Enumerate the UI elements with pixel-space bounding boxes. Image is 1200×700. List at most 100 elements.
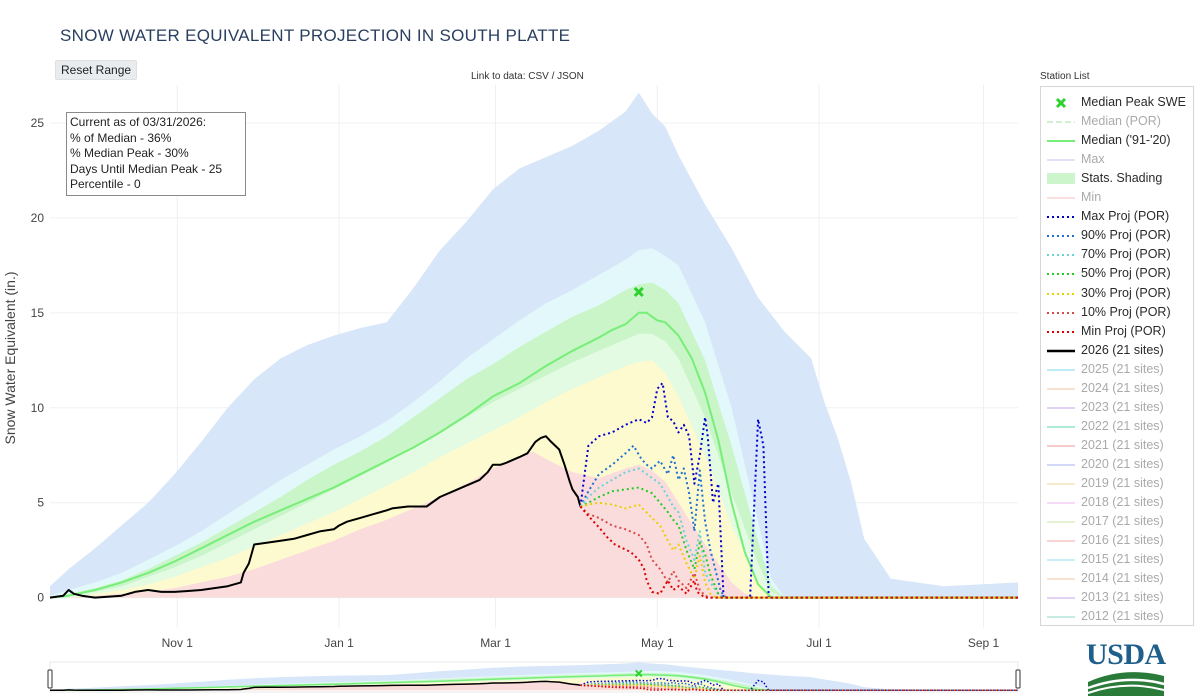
axes: Nov 1 Jan 1 Mar 1 May 1 Jul 1 Sep 1 0 5 10 15 20 25 (31, 116, 1000, 650)
range-slider-series (49, 680, 581, 692)
legend-label: Median Peak SWE (1081, 95, 1186, 109)
legend-item[interactable]: 70% Proj (POR) (1041, 245, 1193, 264)
range-slider-peak-marker (635, 669, 643, 678)
legend-label: 2019 (21 sites) (1081, 476, 1164, 490)
series-30-proj-por (580, 501, 1018, 599)
legend-swatch (1047, 140, 1075, 143)
legend-item[interactable]: Max Proj (POR) (1041, 207, 1193, 226)
legend-item[interactable]: 2019 (21 sites) (1041, 474, 1193, 493)
range-slider-series (580, 683, 1018, 692)
legend-label: 2022 (21 sites) (1081, 418, 1164, 433)
legend-title: Station List (1040, 71, 1090, 82)
legend-item[interactable]: 2020 (21 sites) (1041, 455, 1193, 474)
legend-item[interactable]: Min Proj (POR) (1041, 322, 1193, 341)
legend-item[interactable]: Median ('91-'20) (1041, 131, 1193, 150)
legend-item[interactable]: 2012 (21 sites) (1041, 607, 1193, 626)
series-max-proj-por (579, 382, 1018, 599)
legend-label: 50% Proj (POR) (1081, 266, 1171, 281)
series-70-proj-por (579, 467, 1018, 599)
legend-item[interactable]: 2016 (21 sites) (1041, 531, 1193, 550)
legend-swatch (1047, 444, 1075, 447)
info-line-percentile: Percentile - 0 (70, 177, 141, 191)
y-tick-label: 0 (37, 591, 44, 605)
legend-swatch (1047, 483, 1075, 485)
series-90-proj-por (579, 444, 1018, 599)
range-slider-series (580, 681, 1018, 692)
legend-swatch (1047, 616, 1075, 619)
range-slider-series (580, 684, 1018, 692)
legend-swatch (1047, 387, 1075, 390)
json-link[interactable]: JSON (557, 71, 584, 82)
legend-item[interactable]: 2018 (21 sites) (1041, 493, 1193, 512)
series-lines (49, 311, 1018, 599)
legend-swatch (1047, 216, 1075, 219)
chart-title: SNOW WATER EQUIVALENT PROJECTION IN SOUT… (60, 26, 571, 45)
legend-label: 2015 (21 sites) (1081, 552, 1164, 567)
range-slider-series (49, 673, 1018, 692)
series-min-proj-por (579, 505, 1018, 599)
legend-item[interactable]: 30% Proj (POR) (1041, 284, 1193, 303)
legend-item[interactable]: 2014 (21 sites) (1041, 569, 1193, 588)
x-tick-label: Nov 1 (162, 636, 194, 650)
legend-label: Max Proj (POR) (1081, 209, 1170, 224)
series-median-91-20 (49, 311, 1018, 599)
legend-label: Median ('91-'20) (1081, 133, 1171, 148)
legend-swatch (1047, 311, 1075, 314)
legend-item[interactable]: 2026 (21 sites) (1041, 341, 1193, 360)
legend-item[interactable]: Median Peak SWE (1041, 93, 1193, 112)
usda-logo-text: USDA (1086, 638, 1166, 671)
y-tick-label: 5 (37, 496, 44, 510)
range-slider[interactable] (47, 661, 1021, 693)
legend-label: 2023 (21 sites) (1081, 399, 1164, 414)
legend-label: 2013 (21 sites) (1081, 590, 1164, 605)
legend-item[interactable]: 2025 (21 sites) (1041, 360, 1193, 379)
x-tick-label: Jul 1 (806, 636, 832, 650)
legend-item[interactable]: 2024 (21 sites) (1041, 379, 1193, 398)
p10-band (50, 451, 1018, 598)
legend-item[interactable]: 2022 (21 sites) (1041, 417, 1193, 436)
info-line-pct-median: % of Median - 36% (70, 130, 172, 145)
legend-item[interactable]: 90% Proj (POR) (1041, 226, 1193, 245)
x-tick-label: Jan 1 (324, 636, 354, 650)
legend-swatch (1047, 349, 1075, 352)
legend-label: 2026 (21 sites) (1081, 342, 1164, 357)
legend-swatch (1047, 254, 1075, 257)
legend-item[interactable]: 2017 (21 sites) (1041, 512, 1193, 531)
legend: Median Peak SWE Median (POR) Median ('91-'… (1040, 86, 1194, 626)
legend-item[interactable]: 2015 (21 sites) (1041, 550, 1193, 569)
legend-swatch (1047, 502, 1075, 505)
legend-swatch (1047, 273, 1075, 276)
y-tick-label: 10 (31, 401, 45, 415)
legend-swatch (1047, 121, 1075, 124)
info-line-days-until-peak: Days Until Median Peak - 25 (70, 161, 223, 176)
legend-label: 2025 (21 sites) (1081, 361, 1164, 376)
legend-item[interactable]: 50% Proj (POR) (1041, 264, 1193, 283)
legend-swatch (1047, 159, 1075, 162)
legend-label: 30% Proj (POR) (1081, 285, 1171, 300)
legend-item[interactable]: Median (POR) (1041, 112, 1193, 131)
legend-label: 70% Proj (POR) (1081, 247, 1171, 262)
legend-item[interactable]: Stats. Shading (1041, 169, 1193, 188)
legend-label: 2020 (21 sites) (1081, 456, 1164, 471)
x-tick-label: May 1 (641, 636, 674, 650)
legend-item[interactable]: 2013 (21 sites) (1041, 588, 1193, 607)
legend-label: 2021 (21 sites) (1081, 437, 1164, 452)
legend-swatch (1047, 197, 1075, 200)
legend-swatch (1047, 540, 1075, 543)
usda-logo-hills (1087, 672, 1165, 696)
csv-link[interactable]: CSV (528, 71, 549, 82)
legend-swatch (1047, 406, 1075, 409)
legend-swatch (1047, 463, 1075, 466)
legend-item[interactable]: Max (1041, 150, 1193, 169)
legend-swatch (1047, 368, 1075, 371)
legend-item[interactable]: Min (1041, 188, 1193, 207)
data-link-separator: / (548, 71, 558, 82)
legend-item[interactable]: 10% Proj (POR) (1041, 303, 1193, 322)
data-link: Link to data: CSV / JSON (471, 71, 584, 82)
legend-item[interactable]: 2023 (21 sites) (1041, 398, 1193, 417)
legend-swatch (1055, 97, 1067, 109)
reset-range-button[interactable]: Reset Range (55, 60, 138, 80)
legend-item[interactable]: 2021 (21 sites) (1041, 436, 1193, 455)
y-tick-label: 15 (31, 306, 45, 320)
